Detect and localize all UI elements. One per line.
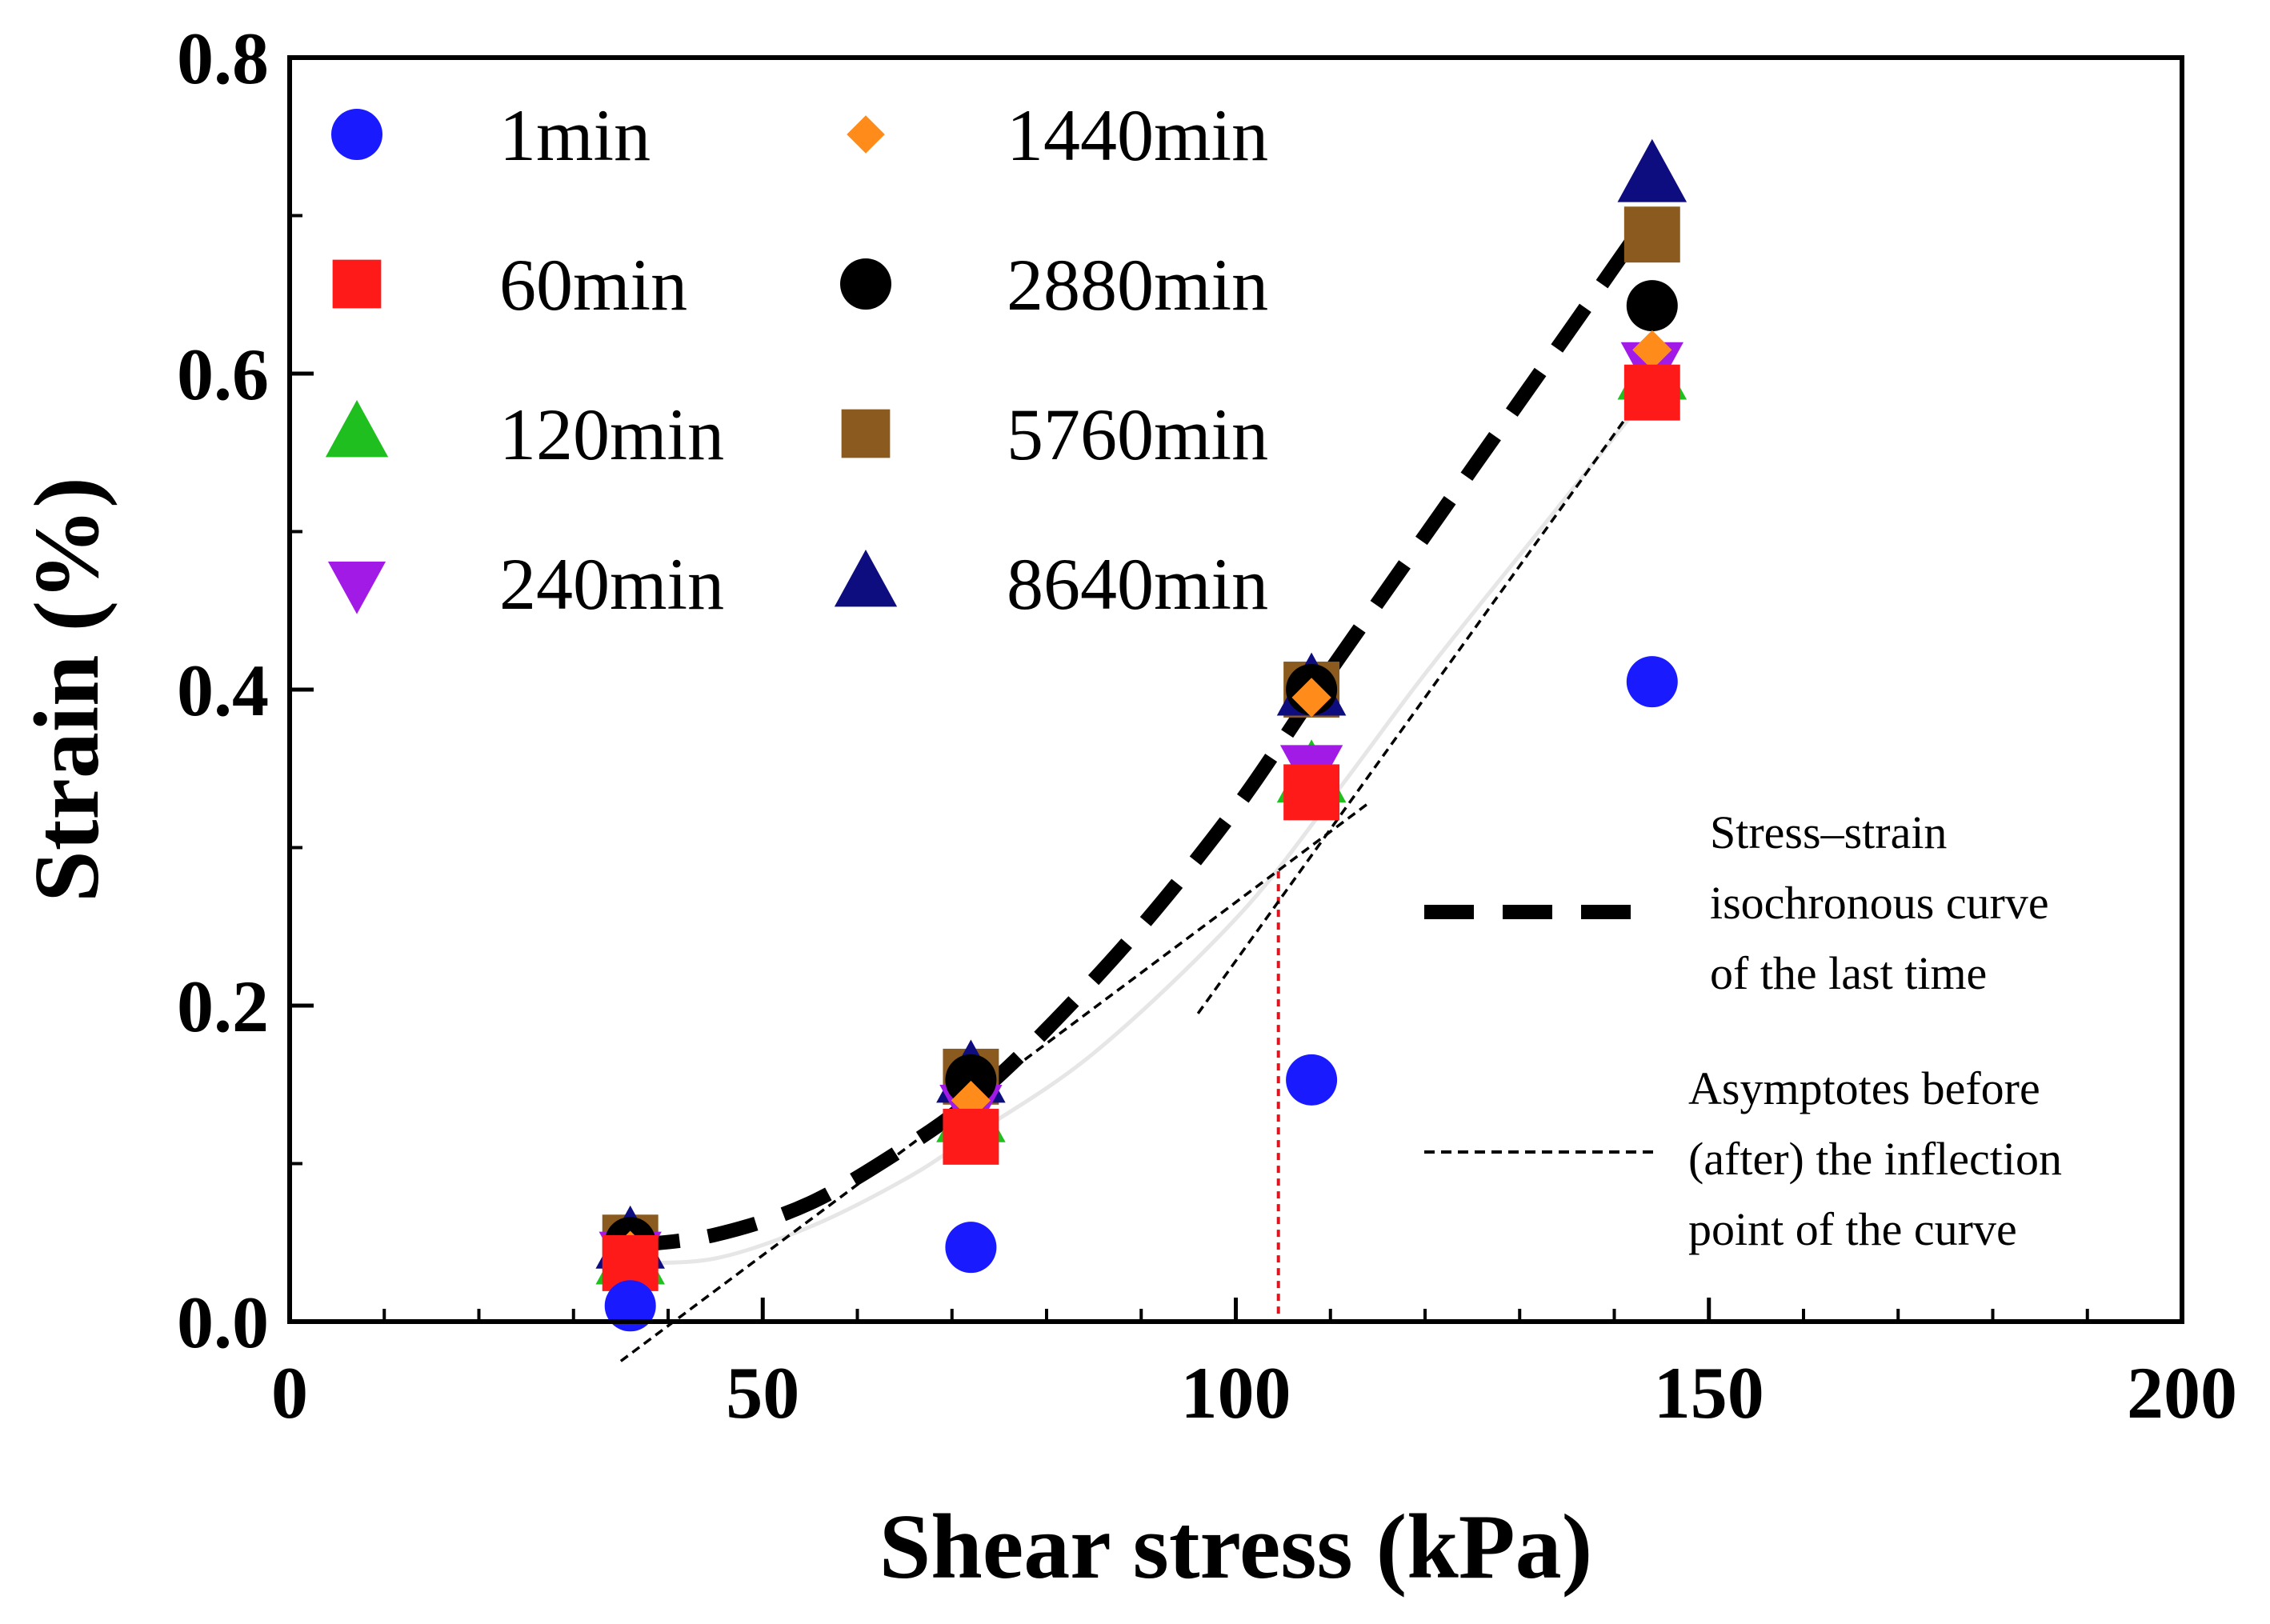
data-point bbox=[1626, 280, 1678, 332]
tick-layer bbox=[290, 214, 2089, 1322]
data-point bbox=[1623, 364, 1680, 421]
legend-item-1min: 1min bbox=[331, 94, 651, 176]
legend-item-60min: 60min bbox=[332, 244, 687, 326]
note-line: Asymptotes before bbox=[1688, 1062, 2040, 1114]
y-tick-label: 0.2 bbox=[177, 966, 269, 1047]
legend-label: 60min bbox=[499, 244, 687, 326]
legend-marker bbox=[834, 550, 898, 607]
x-tick-label: 150 bbox=[1654, 1352, 1764, 1434]
data-point bbox=[945, 1054, 997, 1106]
legend-label: 120min bbox=[499, 394, 724, 475]
note-line: of the last time bbox=[1710, 947, 1987, 999]
series-120min bbox=[595, 336, 1687, 1285]
series-5760min bbox=[602, 206, 1680, 1271]
marker-layer bbox=[595, 138, 1687, 1332]
x-tick-label: 200 bbox=[2127, 1352, 2237, 1434]
data-point bbox=[945, 1222, 997, 1274]
curve-layer bbox=[619, 234, 1654, 1362]
legend-label: 1440min bbox=[1007, 94, 1268, 176]
note-line: point of the curve bbox=[1688, 1203, 2017, 1255]
data-point bbox=[604, 1280, 656, 1332]
legend-label: 8640min bbox=[1007, 543, 1268, 625]
y-tick-label: 0.4 bbox=[177, 650, 269, 731]
legend-marker bbox=[332, 259, 382, 309]
data-point bbox=[1626, 656, 1678, 708]
faint-fit-curve bbox=[630, 388, 1654, 1266]
note-line: isochronous curve bbox=[1710, 877, 2049, 929]
legend-item-5760min: 5760min bbox=[841, 394, 1268, 475]
data-point bbox=[1286, 1054, 1338, 1106]
label-layer: 0 50 100 150 200 0.0 0.2 0.4 0.6 0.8 Shear stress … bbox=[16, 18, 2237, 1598]
legend-marker bbox=[325, 400, 389, 458]
legend-label: 240min bbox=[499, 543, 724, 625]
legend-marker bbox=[331, 109, 382, 160]
data-point bbox=[1283, 764, 1340, 821]
y-tick-label: 0.0 bbox=[177, 1282, 269, 1363]
y-tick-label: 0.6 bbox=[177, 334, 269, 415]
y-tick-label: 0.8 bbox=[177, 18, 269, 99]
legend-item-1440min: 1440min bbox=[847, 94, 1268, 176]
series-1min bbox=[604, 656, 1678, 1332]
asymptote-after bbox=[1196, 380, 1654, 1014]
data-point bbox=[1623, 206, 1680, 263]
data-point bbox=[1617, 138, 1687, 202]
legend-item-240min: 240min bbox=[327, 543, 724, 625]
legend-label: 1min bbox=[499, 94, 651, 176]
legend-marker bbox=[327, 561, 386, 614]
legend-label: 5760min bbox=[1007, 394, 1268, 475]
annotation-box: Stress–strain isochronous curve of the las… bbox=[1424, 806, 2062, 1255]
legend-marker bbox=[847, 115, 885, 154]
y-axis-title: Strain (%) bbox=[16, 477, 118, 902]
legend-label: 2880min bbox=[1007, 244, 1268, 326]
legend-item-2880min: 2880min bbox=[840, 244, 1268, 326]
x-tick-label: 100 bbox=[1181, 1352, 1291, 1434]
note-line: Stress–strain bbox=[1710, 806, 1947, 858]
data-point bbox=[1291, 678, 1331, 718]
legend-marker bbox=[841, 409, 891, 458]
legend-item-8640min: 8640min bbox=[834, 543, 1268, 625]
series-240min bbox=[599, 342, 1683, 1290]
legend-item-120min: 120min bbox=[325, 394, 724, 475]
x-tick-label: 50 bbox=[726, 1352, 799, 1434]
data-point bbox=[943, 1108, 999, 1165]
x-axis-title: Shear stress (kPa) bbox=[879, 1496, 1592, 1598]
x-tick-label: 0 bbox=[271, 1352, 308, 1434]
data-point bbox=[1632, 330, 1672, 370]
legend-marker bbox=[840, 258, 891, 310]
isochronous-curve bbox=[629, 234, 1639, 1254]
note-line: (after) the inflection bbox=[1688, 1133, 2062, 1185]
legend: 1min 60min 120min 240min 1440min 2880min 5760m… bbox=[325, 94, 1268, 625]
